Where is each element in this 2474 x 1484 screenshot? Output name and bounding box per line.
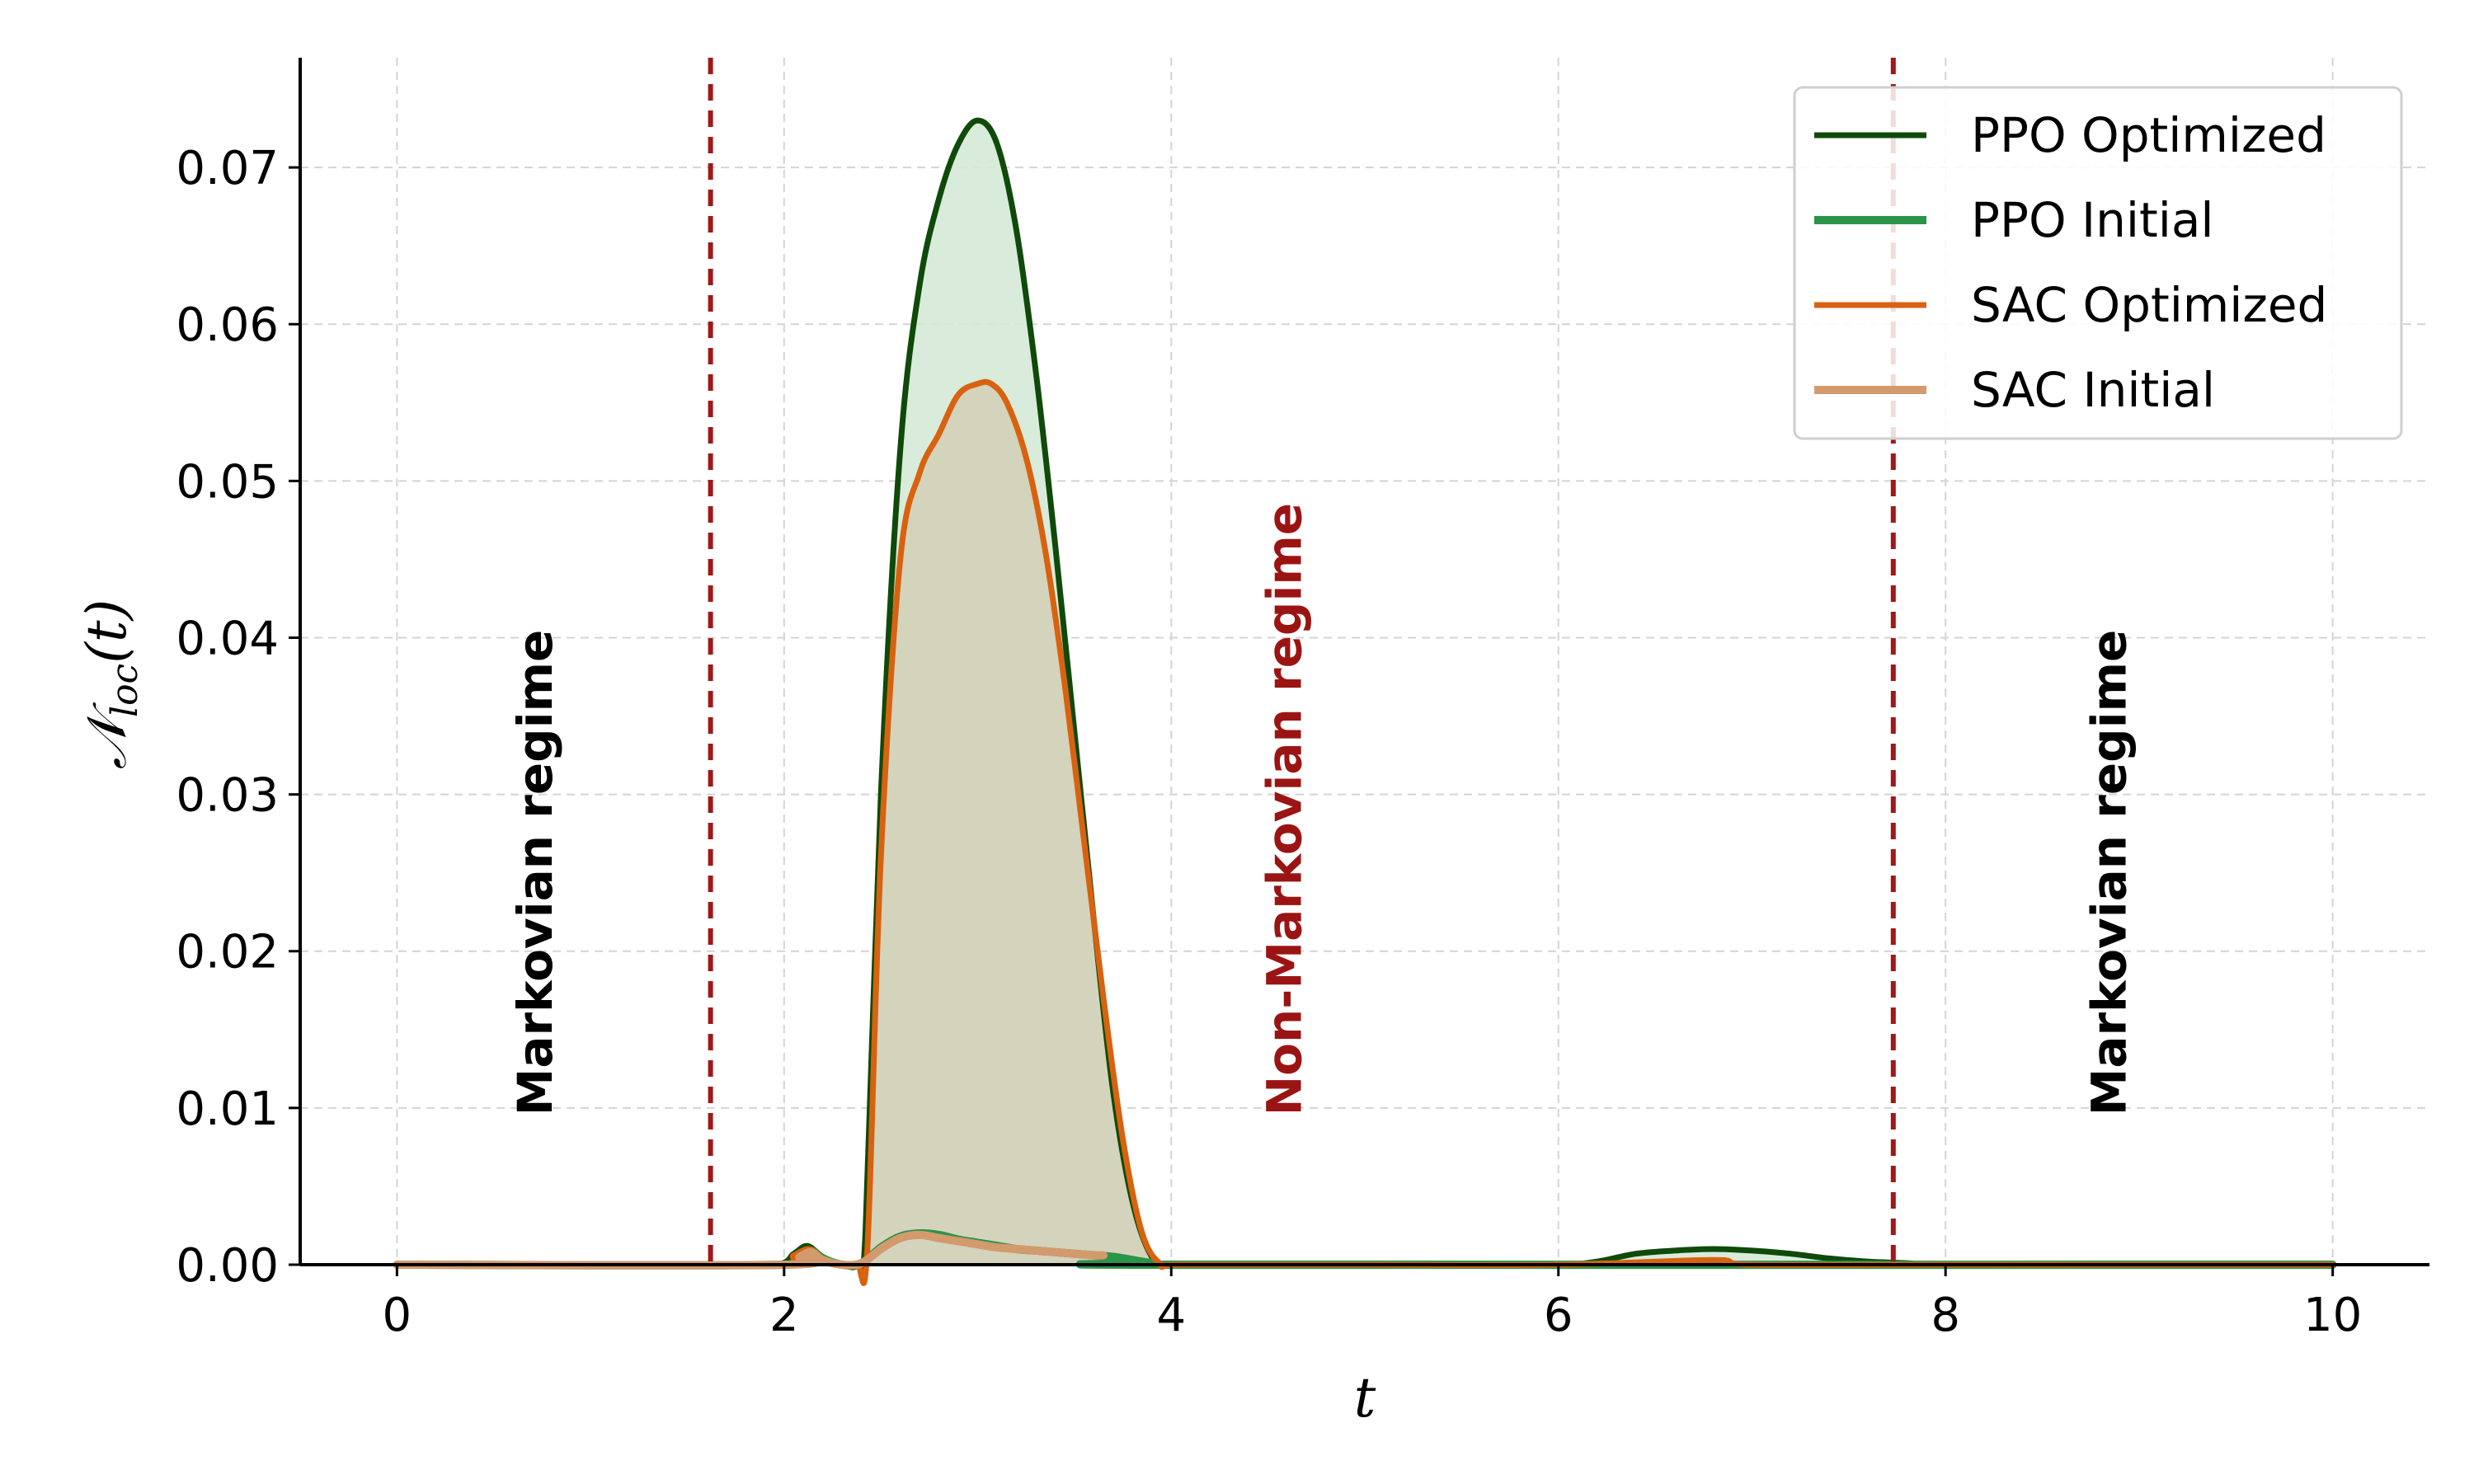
legend-label: SAC Optimized	[1971, 277, 2327, 333]
x-tick-label: 0	[383, 1289, 412, 1342]
regime-label: Non-Markovian regime	[1257, 503, 1313, 1116]
legend-box	[1793, 86, 2403, 440]
x-axis-title: t	[1354, 1366, 1376, 1430]
y-tick-label: 0.00	[176, 1239, 279, 1293]
y-tick-label: 0.06	[176, 298, 279, 352]
y-axis-title-tail: (t)	[75, 599, 139, 664]
x-tick-label: 4	[1156, 1289, 1186, 1342]
legend-label: SAC Initial	[1971, 362, 2215, 418]
x-tick-label: 8	[1931, 1289, 1960, 1342]
legend-label: PPO Optimized	[1971, 107, 2326, 163]
series-fill-2	[397, 382, 2333, 1284]
legend-label: PPO Initial	[1971, 192, 2214, 248]
y-axis-title-sub: loc	[104, 664, 146, 717]
axis-layer: 0 2 4 6 8 10 0.00 0.01 0.02 0.03 0.04 0.05 0.06 0.07	[176, 58, 2429, 1342]
y-tick-label: 0.05	[176, 455, 279, 509]
fill-layer	[397, 120, 2333, 1284]
regime-label: Markovian regime	[2081, 630, 2138, 1116]
x-tick-label: 2	[769, 1289, 799, 1342]
regime-label: Markovian regime	[507, 630, 563, 1116]
y-tick-label: 0.02	[176, 926, 279, 979]
y-tick-label: 0.03	[176, 769, 279, 823]
y-tick-label: 0.04	[176, 612, 279, 665]
grid-layer	[300, 58, 2429, 1266]
annotation-layer: Markovian regime Non-Markovian regime Mark…	[507, 503, 2137, 1116]
y-tick-label: 0.07	[176, 142, 279, 195]
y-tick-label: 0.01	[176, 1082, 279, 1136]
x-tick-label: 6	[1544, 1289, 1573, 1342]
legend: PPO Optimized PPO Initial SAC Optimized SAC…	[1793, 86, 2403, 440]
y-axis-title: 𝒩loc(t)	[75, 599, 146, 769]
series-line-3	[393, 1230, 1108, 1270]
x-tick-label: 10	[2303, 1289, 2362, 1342]
